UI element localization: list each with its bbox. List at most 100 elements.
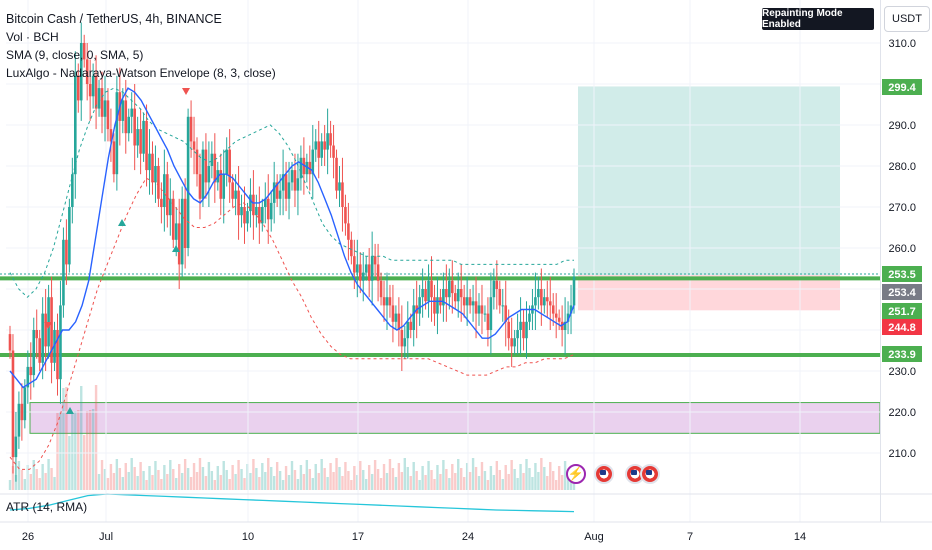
volume-bar [17, 461, 21, 490]
volume-bar [261, 463, 264, 490]
candle-body [65, 239, 68, 265]
currency-button[interactable]: USDT [884, 6, 930, 32]
candle-body [246, 211, 249, 224]
candle-body [510, 338, 513, 347]
volume-bar [198, 458, 202, 490]
candle-body [382, 297, 386, 306]
volume-bar [35, 469, 38, 490]
volume-bar [412, 462, 415, 490]
candle-body [299, 157, 303, 179]
candle-body [139, 129, 142, 154]
candle-body [308, 161, 312, 175]
volume-bar [379, 478, 383, 490]
volume-bar [65, 387, 68, 490]
symbol-title[interactable]: Bitcoin Cash / TetherUS, 4h, BINANCE [6, 12, 222, 26]
volume-bar [62, 388, 65, 490]
candle-body [545, 297, 549, 302]
volume-bar [207, 462, 211, 490]
candle-body [189, 116, 193, 142]
us-flag-event-icon[interactable] [594, 464, 614, 484]
candle-body [543, 297, 546, 306]
candle-body [424, 289, 427, 302]
volume-bar [281, 480, 285, 490]
candle-body [177, 223, 181, 265]
volume-bar [11, 466, 15, 490]
volume-bar [549, 462, 552, 490]
volume-bar [353, 466, 356, 490]
candle-body [166, 174, 169, 216]
candle-body [198, 174, 202, 199]
candle-body [513, 338, 516, 347]
volume-bar [305, 460, 309, 490]
candle-body [483, 313, 487, 315]
candle-body [145, 120, 148, 171]
candle-body [136, 129, 139, 146]
candle-body [516, 330, 519, 339]
volume-bar [231, 465, 234, 490]
volume-bar [109, 464, 113, 490]
candle-body [103, 100, 107, 117]
sell-signal-marker [44, 322, 52, 329]
candle-body [320, 141, 323, 158]
volume-bar [540, 458, 543, 490]
candle-body [554, 313, 558, 318]
price-tick-label: 270.0 [888, 202, 916, 214]
sma-legend[interactable]: SMA (9, close, 0, SMA, 5) [6, 48, 144, 62]
volume-bar [71, 412, 74, 490]
volume-bar [38, 478, 41, 490]
candle-body [275, 182, 279, 199]
price-tick-label: 230.0 [888, 366, 916, 378]
atr-legend[interactable]: ATR (14, RMA) [6, 500, 88, 514]
volume-bar [510, 460, 513, 490]
price-tag [882, 79, 922, 95]
volume-bar [264, 472, 267, 490]
volume-bar [370, 474, 374, 490]
volume-bar [175, 478, 178, 490]
volume-bar [29, 474, 32, 490]
volume-bar [474, 467, 478, 490]
candle-body [71, 174, 74, 207]
volume-bar [367, 465, 371, 490]
price-tick-label: 280.0 [888, 161, 916, 173]
candle-body [252, 194, 255, 216]
candle-body [430, 280, 433, 298]
volume-bar [32, 460, 35, 490]
candle-body [388, 297, 392, 306]
volume-bar [178, 464, 181, 490]
volume-legend[interactable]: Vol · BCH [6, 30, 59, 44]
candle-body [20, 403, 24, 421]
volume-bar [460, 468, 463, 490]
candle-body [350, 239, 353, 257]
volume-bar [148, 466, 151, 490]
price-tick-label: 290.0 [888, 120, 916, 132]
candle-body [551, 305, 555, 314]
candle-body [237, 190, 240, 216]
candle-body [160, 198, 163, 207]
demand-zone [29, 402, 881, 434]
volume-bar [462, 477, 466, 490]
candle-body [85, 59, 89, 84]
candle-body [258, 207, 261, 224]
candle-body [29, 366, 33, 376]
volume-bar [80, 386, 83, 490]
candle-body [219, 170, 223, 199]
us-flag-event-icon[interactable] [640, 464, 660, 484]
volume-bar [299, 465, 303, 490]
envelope-legend[interactable]: LuxAlgo - Nadaraya-Watson Envelope (8, 3… [6, 66, 276, 80]
candle-body [53, 330, 56, 363]
sma-line [9, 87, 575, 389]
lightning-event-icon[interactable]: ⚡ [566, 464, 586, 484]
candle-body [445, 289, 448, 298]
volume-bar [100, 460, 104, 490]
volume-bar [293, 470, 297, 490]
volume-bar [531, 477, 534, 490]
volume-bar [376, 469, 380, 490]
candle-body [418, 297, 421, 314]
candle-body [32, 330, 36, 376]
candle-body [406, 321, 410, 339]
volume-bar [290, 461, 294, 490]
candle-body [311, 149, 315, 175]
candle-body [548, 301, 552, 306]
time-tick-label: 24 [462, 531, 474, 543]
